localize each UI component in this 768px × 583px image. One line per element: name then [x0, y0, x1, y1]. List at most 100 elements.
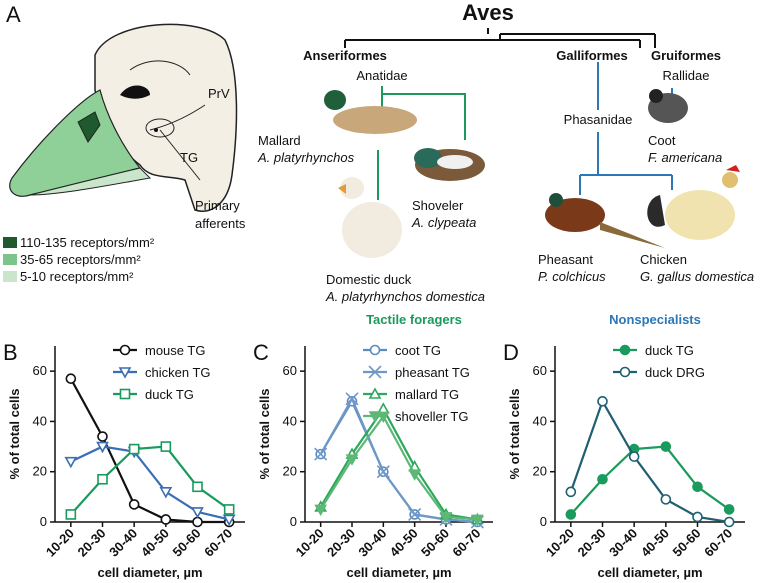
- x-axis-title: cell diameter, µm: [346, 565, 451, 580]
- tree-family: Rallidae: [663, 68, 710, 83]
- x-tick-label: 10-20: [543, 526, 577, 560]
- legend-marker: [619, 344, 631, 356]
- tree-lines: [344, 28, 673, 200]
- legend-marker: [119, 388, 131, 400]
- marker: [565, 509, 577, 520]
- species-name: Chicken: [640, 252, 687, 267]
- marker: [65, 373, 77, 384]
- x-tick-label: 30-40: [355, 526, 389, 560]
- marker: [660, 441, 672, 452]
- marker: [628, 451, 640, 462]
- marker: [97, 431, 108, 442]
- legend-label: 35-65 receptors/mm²: [20, 252, 141, 267]
- species-latin: A. platyrhynchos: [257, 150, 355, 165]
- marker: [723, 504, 735, 515]
- head-drawing: [9, 23, 238, 212]
- label-afferents: afferents: [195, 216, 246, 231]
- series-line: [70, 445, 230, 516]
- legend-marker: [368, 365, 382, 379]
- species-name: Coot: [648, 133, 676, 148]
- legend-marker: [368, 387, 382, 399]
- legend-marker: [118, 367, 132, 379]
- marker: [597, 396, 608, 407]
- marker: [565, 486, 577, 498]
- series-line: [570, 445, 730, 516]
- marker: [64, 456, 78, 469]
- tree-root: Aves: [462, 0, 514, 25]
- marker: [692, 481, 703, 493]
- label-tg: TG: [180, 150, 198, 165]
- y-tick-label: 40: [283, 413, 297, 428]
- y-axis-title: % of total cells: [257, 388, 272, 479]
- x-axis-title: cell diameter, µm: [597, 565, 702, 580]
- x-tick-label: 40-50: [387, 526, 421, 560]
- legend-label: 5-10 receptors/mm²: [20, 269, 134, 284]
- marker: [97, 473, 108, 485]
- species-latin: A. platyrhynchos domestica: [325, 289, 485, 304]
- x-axis-title: cell diameter, µm: [97, 565, 202, 580]
- label-afferents: Primary: [195, 198, 240, 213]
- marker: [723, 516, 735, 528]
- legend-label: chicken TG: [145, 365, 211, 380]
- x-tick-label: 50-60: [670, 526, 704, 560]
- marker: [345, 454, 359, 466]
- marker: [65, 509, 77, 520]
- marker: [597, 473, 608, 485]
- tree-order: Anseriformes: [303, 48, 387, 63]
- species-latin: P. colchicus: [538, 269, 606, 284]
- y-tick-label: 20: [533, 464, 547, 479]
- y-tick-label: 0: [290, 514, 297, 529]
- tree-order: Galliformes: [556, 48, 628, 63]
- series-line: [319, 406, 478, 521]
- marker: [192, 516, 203, 528]
- legend-label: mouse TG: [145, 343, 205, 358]
- marker: [376, 465, 390, 479]
- marker: [128, 443, 140, 455]
- marker: [692, 511, 703, 523]
- legend-marker: [368, 411, 382, 423]
- y-tick-label: 20: [283, 464, 297, 479]
- legend-label: duck TG: [145, 387, 194, 402]
- x-tick-label: 30-40: [106, 526, 140, 560]
- legend-label: 110-135 receptors/mm²: [20, 235, 155, 250]
- species-name: Mallard: [258, 133, 301, 148]
- legend-label: shoveller TG: [395, 409, 468, 424]
- legend-marker: [369, 344, 381, 356]
- y-tick-label: 40: [533, 413, 547, 428]
- x-tick-label: 30-40: [606, 526, 640, 560]
- panel-label: C: [253, 340, 269, 365]
- x-tick-label: 40-50: [638, 526, 672, 560]
- y-tick-label: 0: [540, 514, 547, 529]
- y-tick-label: 60: [33, 363, 47, 378]
- marker: [160, 441, 172, 452]
- marker: [439, 512, 453, 524]
- legend-marker: [119, 344, 131, 356]
- x-tick-label: 40-50: [138, 526, 172, 560]
- tree-order: Gruiformes: [651, 48, 721, 63]
- panel-label: A: [6, 2, 21, 27]
- species-name: Pheasant: [538, 252, 593, 267]
- tree-family: Phasanidae: [564, 112, 633, 127]
- panel-label: D: [503, 340, 519, 365]
- legend-label: mallard TG: [395, 387, 459, 402]
- species-latin: F. americana: [648, 150, 722, 165]
- legend-label: coot TG: [395, 343, 441, 358]
- x-tick-label: 60-70: [201, 526, 235, 560]
- series-line: [70, 445, 230, 521]
- y-tick-label: 60: [283, 363, 297, 378]
- x-tick-label: 60-70: [449, 526, 483, 560]
- marker: [96, 441, 109, 454]
- species-name: Shoveler: [412, 198, 464, 213]
- marker: [223, 504, 235, 515]
- bird-illustrations: [324, 89, 740, 258]
- legend-label: pheasant TG: [395, 365, 470, 380]
- series-line: [319, 414, 478, 521]
- y-tick-label: 40: [33, 413, 47, 428]
- species-latin: G. gallus domestica: [640, 269, 754, 284]
- series-line: [319, 396, 478, 524]
- marker: [160, 514, 172, 525]
- x-tick-label: 60-70: [701, 526, 735, 560]
- legend-swatch: [3, 237, 17, 248]
